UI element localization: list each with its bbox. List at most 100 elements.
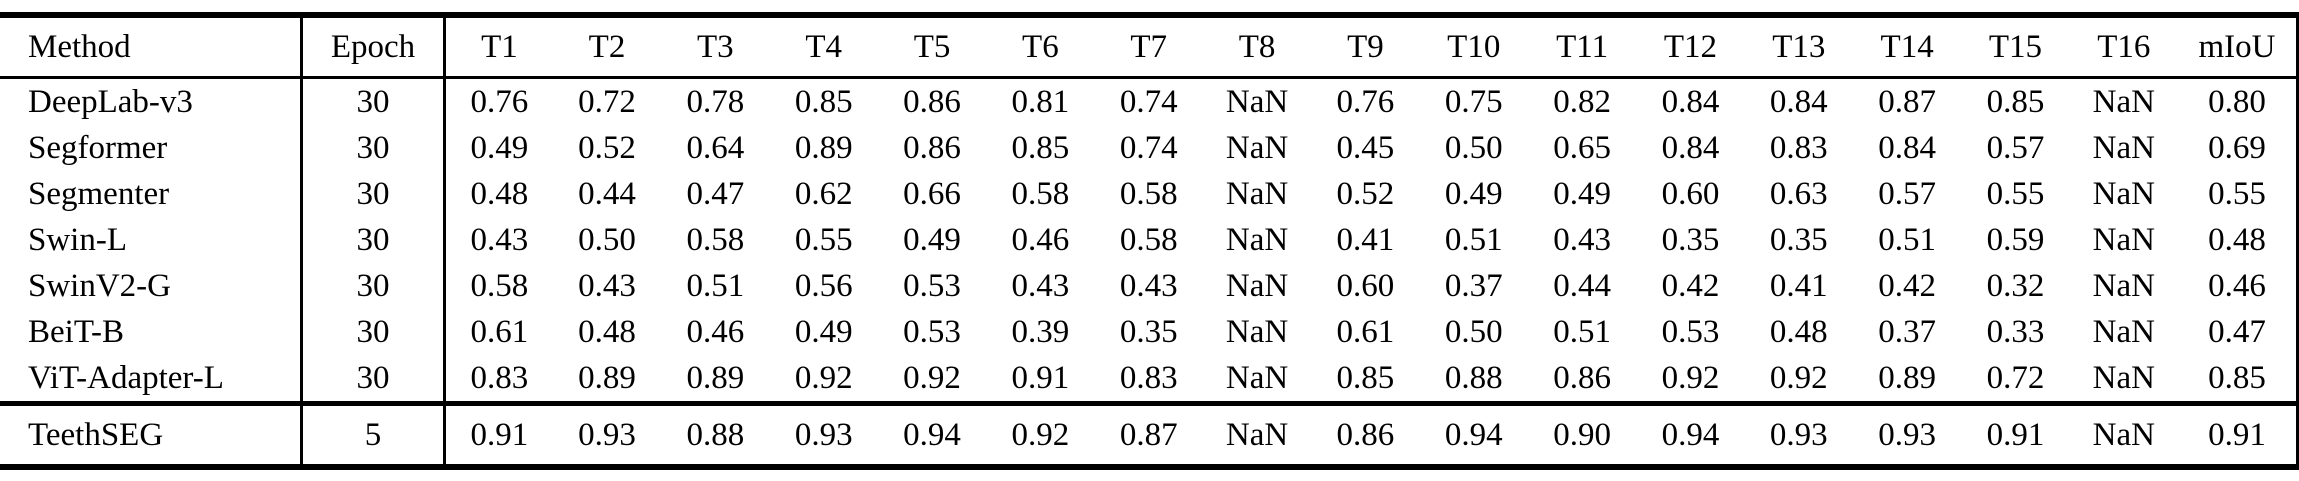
metric-value: 0.86 [903, 83, 961, 120]
table-row: Swin-L 30 0.43 0.50 0.58 0.55 0.49 0.46 0.58 NaN 0… [0, 217, 2299, 263]
metric-value: 0.43 [578, 267, 636, 304]
method-name: SwinV2-G [0, 263, 303, 309]
table-row: BeiT-B 30 0.61 0.48 0.46 0.49 0.53 0.39 0.35 NaN 0… [0, 309, 2299, 355]
metric-value: NaN [1225, 267, 1289, 304]
metric-value: 0.43 [470, 221, 529, 258]
metric-value: 0.78 [686, 83, 745, 120]
metric-value: NaN [2069, 401, 2178, 467]
metric-value: 0.76 [470, 83, 529, 120]
metric-value: 0.43 [1011, 267, 1070, 304]
metric-value: NaN [2092, 83, 2155, 120]
metric-value: 0.52 [1336, 175, 1395, 212]
metric-value: 0.92 [1769, 359, 1828, 396]
metric-value: NaN [2092, 359, 2155, 396]
metric-value: 0.84 [1661, 129, 1720, 166]
metric-value: 0.37 [1878, 313, 1937, 350]
metric-value: 0.42 [1661, 267, 1720, 304]
epoch-value: 5 [301, 401, 446, 467]
metric-value: 0.75 [1444, 83, 1503, 120]
table-row: SwinV2-G 30 0.58 0.43 0.51 0.56 0.53 0.43 0.43 Na… [0, 263, 2299, 309]
column-header-t9: T9 [1311, 15, 1420, 79]
metric-value: 0.85 [1011, 129, 1070, 166]
metric-value: 0.89 [686, 359, 745, 396]
metric-value: 0.53 [903, 267, 961, 304]
method-name: ViT-Adapter-L [0, 355, 303, 404]
metric-value: 0.60 [1336, 267, 1395, 304]
metric-value: 0.39 [1011, 313, 1070, 350]
metric-value: 0.35 [1769, 221, 1828, 258]
metric-value: 0.88 [1444, 359, 1503, 396]
metric-value: 0.82 [1553, 83, 1611, 120]
metric-value: 0.83 [470, 359, 529, 396]
metric-value: 0.58 [1119, 175, 1178, 212]
metric-value: 0.80 [2178, 77, 2299, 125]
metric-value: 0.48 [470, 175, 529, 212]
metric-value: 0.91 [1961, 401, 2070, 467]
metric-value: NaN [2092, 129, 2155, 166]
metric-value: 0.45 [1336, 129, 1395, 166]
column-header-t11: T11 [1527, 15, 1637, 79]
metric-value: 0.61 [470, 313, 529, 350]
metric-value: 0.85 [2178, 355, 2299, 404]
metric-value: 0.92 [794, 359, 853, 396]
metric-value: NaN [1225, 359, 1289, 396]
metric-value: 0.57 [1878, 175, 1937, 212]
column-header-t4: T4 [769, 15, 878, 79]
table-row: Segmenter 30 0.48 0.44 0.47 0.62 0.66 0.58 0.58 N… [0, 171, 2299, 217]
metric-value: 0.93 [552, 401, 662, 467]
metric-value: 0.87 [1094, 401, 1203, 467]
metric-value: NaN [1225, 129, 1289, 166]
column-header-t15: T15 [1961, 15, 2070, 79]
metric-value: 0.48 [1769, 313, 1828, 350]
metric-value: 0.61 [1336, 313, 1395, 350]
metric-value: 0.47 [2178, 309, 2299, 355]
metric-value: 0.93 [769, 401, 878, 467]
metric-value: 0.51 [686, 267, 745, 304]
column-header-t16: T16 [2069, 15, 2178, 79]
metric-value: 0.85 [1986, 83, 2045, 120]
metric-value: 0.87 [1878, 83, 1937, 120]
metric-value: 0.76 [1336, 83, 1395, 120]
metric-value: 0.72 [1986, 359, 2045, 396]
metric-value: 0.94 [877, 401, 987, 467]
table-row: Segformer 30 0.49 0.52 0.64 0.89 0.86 0.85 0.74 N… [0, 125, 2299, 171]
epoch-value: 30 [301, 355, 446, 404]
metric-value: 0.58 [686, 221, 745, 258]
metric-value: 0.66 [903, 175, 961, 212]
table-row: ViT-Adapter-L 30 0.83 0.89 0.89 0.92 0.92 0.91 0… [0, 355, 2299, 404]
metric-value: 0.59 [1986, 221, 2045, 258]
metric-value: 0.92 [1661, 359, 1720, 396]
metric-value: 0.85 [1336, 359, 1395, 396]
metric-value: 0.57 [1986, 129, 2045, 166]
metric-value: 0.69 [2178, 125, 2299, 171]
metric-value: 0.62 [794, 175, 853, 212]
metric-value: 0.58 [470, 267, 529, 304]
metric-value: 0.46 [1011, 221, 1070, 258]
metric-value: 0.84 [1769, 83, 1828, 120]
method-name: BeiT-B [0, 309, 303, 355]
metric-value: 0.94 [1636, 401, 1745, 467]
metric-value: 0.47 [686, 175, 745, 212]
metric-value: 0.42 [1878, 267, 1937, 304]
method-name: Swin-L [0, 217, 303, 263]
results-table: Method Epoch T1 T2 T3 T4 T5 T6 T7 T8 T9 T10 T11 T12 T1… [0, 12, 2299, 470]
metric-value: 0.48 [2178, 217, 2299, 263]
method-name: DeepLab-v3 [0, 77, 303, 125]
metric-value: 0.58 [1119, 221, 1178, 258]
metric-value: NaN [2092, 221, 2155, 258]
metric-value: 0.55 [1986, 175, 2045, 212]
metric-value: 0.49 [794, 313, 853, 350]
metric-value: 0.49 [1444, 175, 1503, 212]
metric-value: 0.93 [1744, 401, 1853, 467]
metric-value: 0.51 [1553, 313, 1611, 350]
metric-value: 0.35 [1119, 313, 1178, 350]
table-body: DeepLab-v3 30 0.76 0.72 0.78 0.85 0.86 0.81 0.74… [0, 77, 2299, 404]
metric-value: 0.88 [661, 401, 770, 467]
epoch-value: 30 [301, 309, 446, 355]
metric-value: 0.49 [903, 221, 961, 258]
metric-value: 0.52 [578, 129, 636, 166]
metric-value: 0.53 [1661, 313, 1720, 350]
metric-value: 0.60 [1661, 175, 1720, 212]
metric-value: NaN [1202, 401, 1312, 467]
